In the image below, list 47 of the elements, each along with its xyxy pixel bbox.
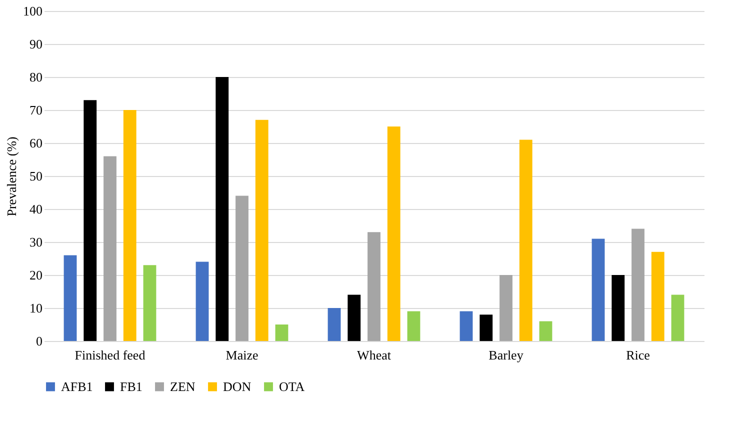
y-tick-label: 60 <box>30 136 42 150</box>
y-tick-label: 90 <box>30 36 42 52</box>
bar <box>328 308 341 341</box>
x-tick-label: Finished feed <box>74 348 146 362</box>
y-axis-title: Prevalence (%) <box>4 136 19 216</box>
bar <box>84 100 97 341</box>
bar <box>671 294 684 341</box>
bar <box>387 126 400 341</box>
bar <box>236 196 248 341</box>
y-tick-label: 70 <box>30 102 42 118</box>
bar <box>104 156 116 341</box>
x-tick-label: Rice <box>626 348 650 362</box>
y-tick-label: 20 <box>30 268 42 282</box>
legend-label: ZEN <box>170 378 196 394</box>
bar <box>612 275 625 341</box>
x-tick-label: Maize <box>226 348 258 362</box>
y-tick-label: 80 <box>30 70 42 84</box>
bar <box>123 110 136 341</box>
bar <box>480 314 493 341</box>
bar <box>592 238 605 341</box>
bar <box>275 324 288 341</box>
bar <box>368 232 380 341</box>
legend-label: FB1 <box>120 378 142 394</box>
bar <box>539 321 552 341</box>
bar <box>143 265 156 341</box>
bar <box>460 311 473 341</box>
legend-label: AFB1 <box>61 378 93 394</box>
y-tick-label: 30 <box>30 234 42 250</box>
y-tick-label: 40 <box>30 202 42 216</box>
bar <box>632 228 644 341</box>
bar <box>196 262 209 341</box>
legend-label: OTA <box>279 378 306 394</box>
bar <box>255 120 268 341</box>
y-tick-label: 100 <box>23 4 42 18</box>
x-tick-label: Barley <box>488 348 524 362</box>
x-tick-label: Wheat <box>357 348 392 362</box>
bar <box>64 255 77 341</box>
bar <box>651 252 664 341</box>
y-tick-label: 10 <box>30 300 42 316</box>
bar <box>407 311 420 341</box>
bar <box>348 294 361 341</box>
bar <box>519 140 532 341</box>
bar <box>500 275 512 341</box>
y-tick-label: 0 <box>36 334 42 348</box>
legend-label: DON <box>223 378 252 394</box>
y-tick-label: 50 <box>30 168 42 184</box>
bar <box>216 77 229 341</box>
